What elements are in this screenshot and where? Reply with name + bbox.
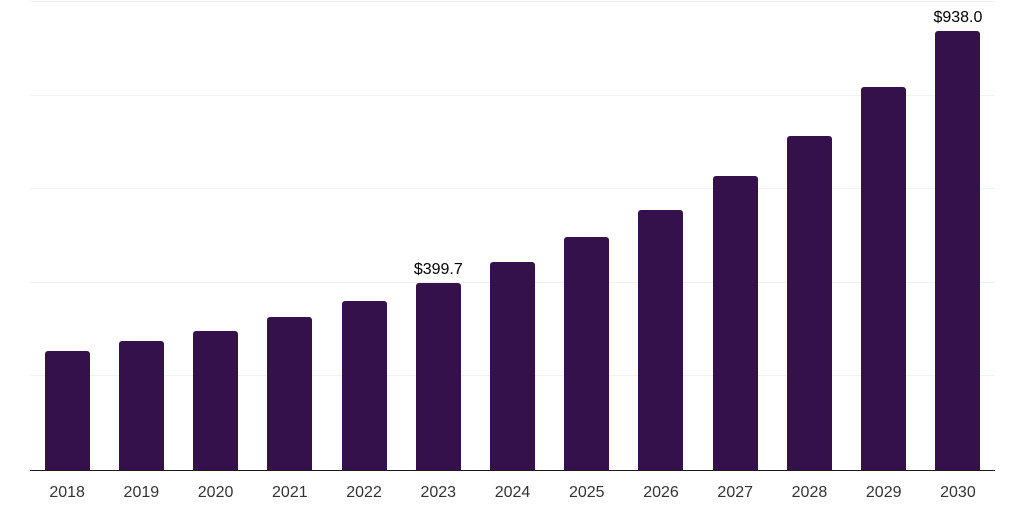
bar-column xyxy=(253,2,327,470)
x-axis-label: 2029 xyxy=(865,484,902,501)
gridline xyxy=(30,94,995,96)
bar-column xyxy=(550,2,624,470)
bar xyxy=(786,135,832,470)
bar xyxy=(118,341,164,470)
x-axis-label: 2023 xyxy=(420,484,457,501)
bar xyxy=(861,86,907,470)
bar xyxy=(638,210,684,470)
bar-column xyxy=(327,2,401,470)
x-axis-label: 2028 xyxy=(791,484,828,501)
bar xyxy=(44,351,90,470)
x-axis-label: 2026 xyxy=(643,484,679,501)
gridline xyxy=(30,188,995,190)
bar-column xyxy=(475,2,549,470)
bar xyxy=(490,262,536,470)
plot-area: $399.7 $938.0 xyxy=(30,1,995,471)
x-axis-label: 2022 xyxy=(346,484,382,501)
x-axis-label: 2019 xyxy=(123,484,160,501)
data-label: $399.7 xyxy=(413,260,463,278)
x-axis-label: 2027 xyxy=(717,484,754,501)
bar xyxy=(267,316,313,470)
bar xyxy=(564,237,610,470)
bar-column xyxy=(698,2,772,470)
x-axis-label: 2021 xyxy=(272,484,308,501)
data-label: $938.0 xyxy=(933,9,983,27)
bar xyxy=(415,282,461,470)
bar-column xyxy=(624,2,698,470)
x-axis-label: 2025 xyxy=(568,484,605,501)
x-axis-label: 2024 xyxy=(494,484,531,501)
bar xyxy=(712,176,758,470)
x-axis-label: 2020 xyxy=(197,484,234,501)
bar xyxy=(935,31,981,470)
bar-column xyxy=(30,2,104,470)
bar-column: $399.7 xyxy=(401,2,475,470)
bar-column: $938.0 xyxy=(921,2,995,470)
x-axis-label: 2018 xyxy=(49,484,85,501)
gridline xyxy=(30,1,995,2)
bar-column xyxy=(772,2,846,470)
bar-column xyxy=(178,2,252,470)
bar xyxy=(193,331,239,470)
bar-column xyxy=(104,2,178,470)
bars-container: $399.7 $938.0 xyxy=(30,2,995,470)
bar xyxy=(341,300,387,470)
x-axis: 2018 2019 2020 2021 2022 2023 2024 2025 2026 2027… xyxy=(30,483,995,502)
x-axis-label: 2030 xyxy=(940,484,976,501)
bar-column xyxy=(847,2,921,470)
